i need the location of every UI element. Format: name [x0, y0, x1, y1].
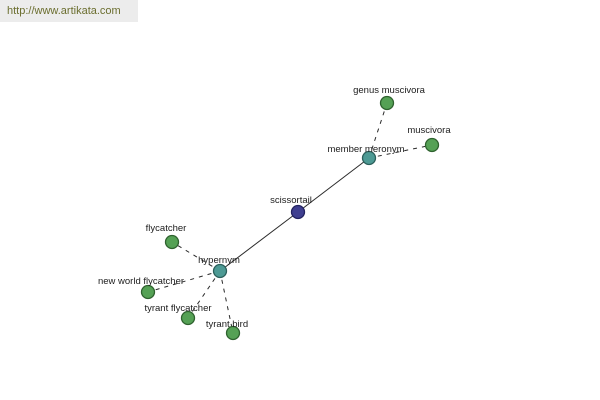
- node-label-member-meronym: member meronym: [327, 144, 404, 155]
- url-text: http://www.artikata.com: [7, 5, 121, 17]
- edge-member-meronym-genus-muscivora: [368, 102, 388, 159]
- edge-hypernym-tyrant-flycatcher: [187, 270, 221, 319]
- node-label-new-world-flycatcher: new world flycatcher: [98, 276, 184, 287]
- node-flycatcher[interactable]: [164, 234, 180, 250]
- edge-hypernym-scissortail: [219, 211, 299, 272]
- edge-scissortail-member-meronym: [297, 157, 370, 213]
- node-genus-muscivora[interactable]: [379, 95, 395, 111]
- node-scissortail[interactable]: [290, 204, 306, 220]
- node-label-genus-muscivora: genus muscivora: [353, 85, 426, 96]
- node-member-meronym[interactable]: [361, 150, 377, 166]
- node-tyrant-flycatcher[interactable]: [180, 310, 196, 326]
- node-label-tyrant-flycatcher: tyrant flycatcher: [144, 303, 211, 314]
- url-bar: http://www.artikata.com: [0, 0, 138, 22]
- node-label-hypernym: hypernym: [198, 255, 240, 266]
- node-hypernym[interactable]: [212, 263, 228, 279]
- edge-hypernym-tyrant-bird: [219, 270, 234, 334]
- node-muscivora[interactable]: [424, 137, 440, 153]
- edge-hypernym-new-world-flycatcher: [147, 270, 221, 293]
- node-tyrant-bird[interactable]: [225, 325, 241, 341]
- edge-member-meronym-muscivora: [368, 144, 433, 159]
- edge-hypernym-flycatcher: [171, 241, 221, 272]
- node-label-scissortail: scissortail: [270, 195, 312, 206]
- node-label-muscivora: muscivora: [407, 125, 451, 136]
- node-new-world-flycatcher[interactable]: [140, 284, 156, 300]
- node-label-tyrant-bird: tyrant bird: [206, 319, 248, 330]
- node-label-flycatcher: flycatcher: [146, 223, 187, 234]
